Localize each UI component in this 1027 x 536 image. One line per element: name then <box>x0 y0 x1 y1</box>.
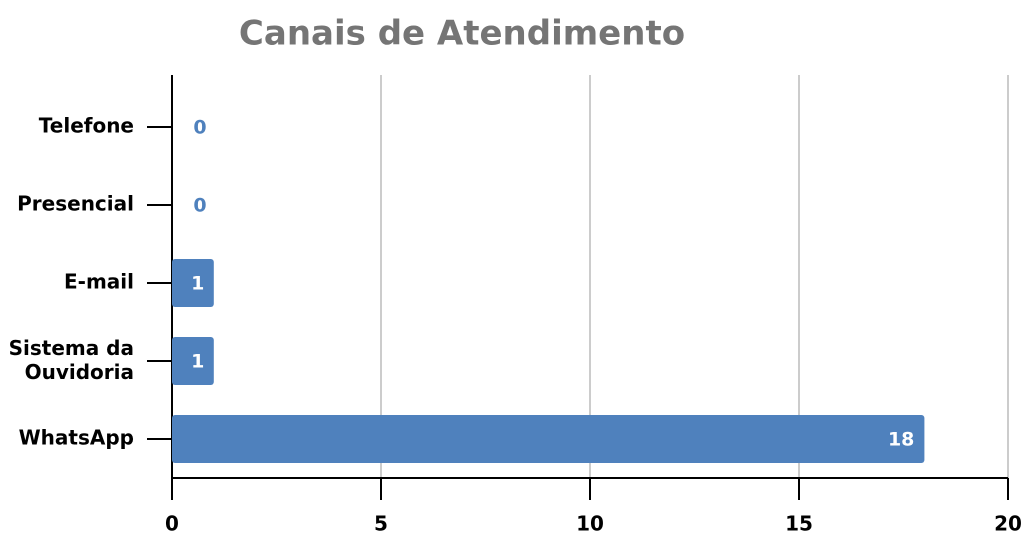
x-tick-label: 15 <box>785 512 813 536</box>
chart-title: Canais de Atendimento <box>239 14 685 54</box>
bar <box>172 337 214 385</box>
value-label: 0 <box>193 117 206 139</box>
label-line: Ouvidoria <box>25 360 134 384</box>
y-tick-label: WhatsApp <box>19 426 134 450</box>
value-label: 1 <box>191 351 204 373</box>
x-tick-label: 0 <box>165 512 179 536</box>
y-tick-label: Telefone <box>39 114 134 138</box>
x-tick-label: 5 <box>374 512 388 536</box>
value-label: 1 <box>191 273 204 295</box>
value-label: 18 <box>888 429 914 451</box>
bar <box>172 259 214 307</box>
x-tick-label: 20 <box>994 512 1022 536</box>
bar <box>172 415 925 463</box>
label-line: Sistema da <box>9 336 134 360</box>
y-tick-label: Presencial <box>17 192 134 216</box>
y-tick-label: E-mail <box>64 270 134 294</box>
x-tick-label: 10 <box>576 512 604 536</box>
value-label: 0 <box>193 195 206 217</box>
y-tick-label: Sistema da Ouvidoria <box>9 336 134 384</box>
